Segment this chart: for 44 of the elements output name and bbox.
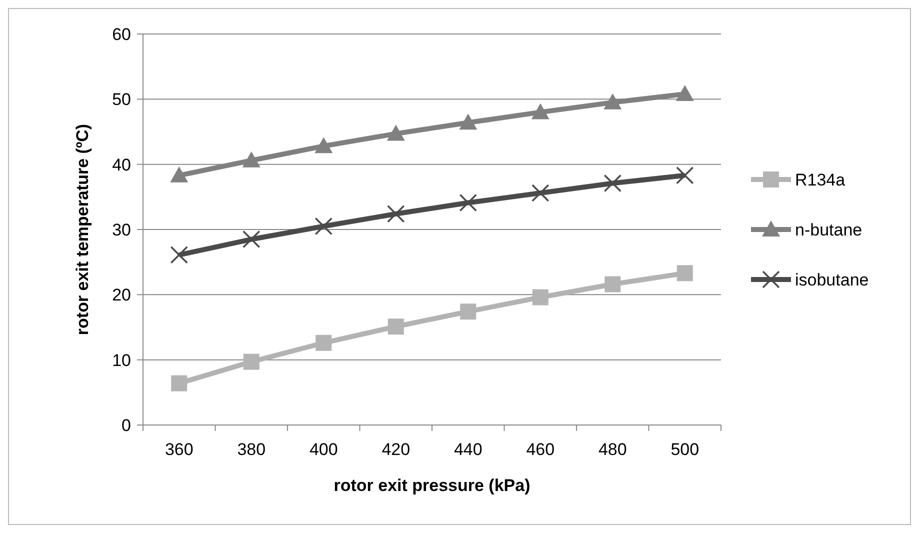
- x-tick-label: 360: [164, 440, 194, 459]
- point: [314, 217, 333, 236]
- y-tick-label: 0: [122, 416, 131, 435]
- point: [242, 151, 260, 168]
- y-tick-label: 20: [112, 286, 131, 305]
- y-tick-label: 60: [112, 24, 131, 44]
- point: [170, 246, 188, 264]
- point: [531, 184, 550, 202]
- x-tick-label: 380: [237, 440, 266, 459]
- x-tick-label: 400: [309, 440, 338, 459]
- point: [314, 137, 333, 154]
- point: [316, 334, 332, 351]
- y-tick-label: 50: [112, 90, 131, 110]
- point: [388, 318, 404, 335]
- point: [531, 103, 550, 120]
- x-tick-label: 460: [526, 440, 555, 459]
- legend-label: isobutane: [795, 270, 869, 290]
- legend-label: n-butane: [795, 220, 862, 240]
- x-tick-label: 440: [454, 440, 482, 459]
- point: [459, 114, 478, 130]
- x-tick-label: 500: [670, 440, 700, 459]
- point: [386, 204, 405, 223]
- x-tick-label: 480: [598, 440, 627, 459]
- y-tick-label: 30: [112, 220, 131, 240]
- y-axis-title: rotor exit temperature (ºC): [73, 124, 92, 336]
- y-tick-label: 40: [112, 155, 131, 174]
- point: [386, 124, 405, 141]
- point: [242, 230, 260, 248]
- point: [676, 265, 693, 282]
- point: [170, 166, 188, 182]
- point: [604, 174, 622, 192]
- point: [171, 375, 188, 392]
- legend-label: R134a: [795, 170, 846, 190]
- x-tick-label: 420: [382, 440, 410, 459]
- y-tick-label: 10: [112, 350, 131, 370]
- point: [676, 84, 694, 101]
- point: [604, 276, 621, 292]
- point: [459, 194, 478, 212]
- x-axis-title: rotor exit pressure (kPa): [334, 476, 530, 495]
- point: [676, 166, 694, 184]
- point: [532, 289, 548, 306]
- point: [243, 354, 260, 370]
- point: [604, 93, 622, 110]
- point: [460, 304, 476, 320]
